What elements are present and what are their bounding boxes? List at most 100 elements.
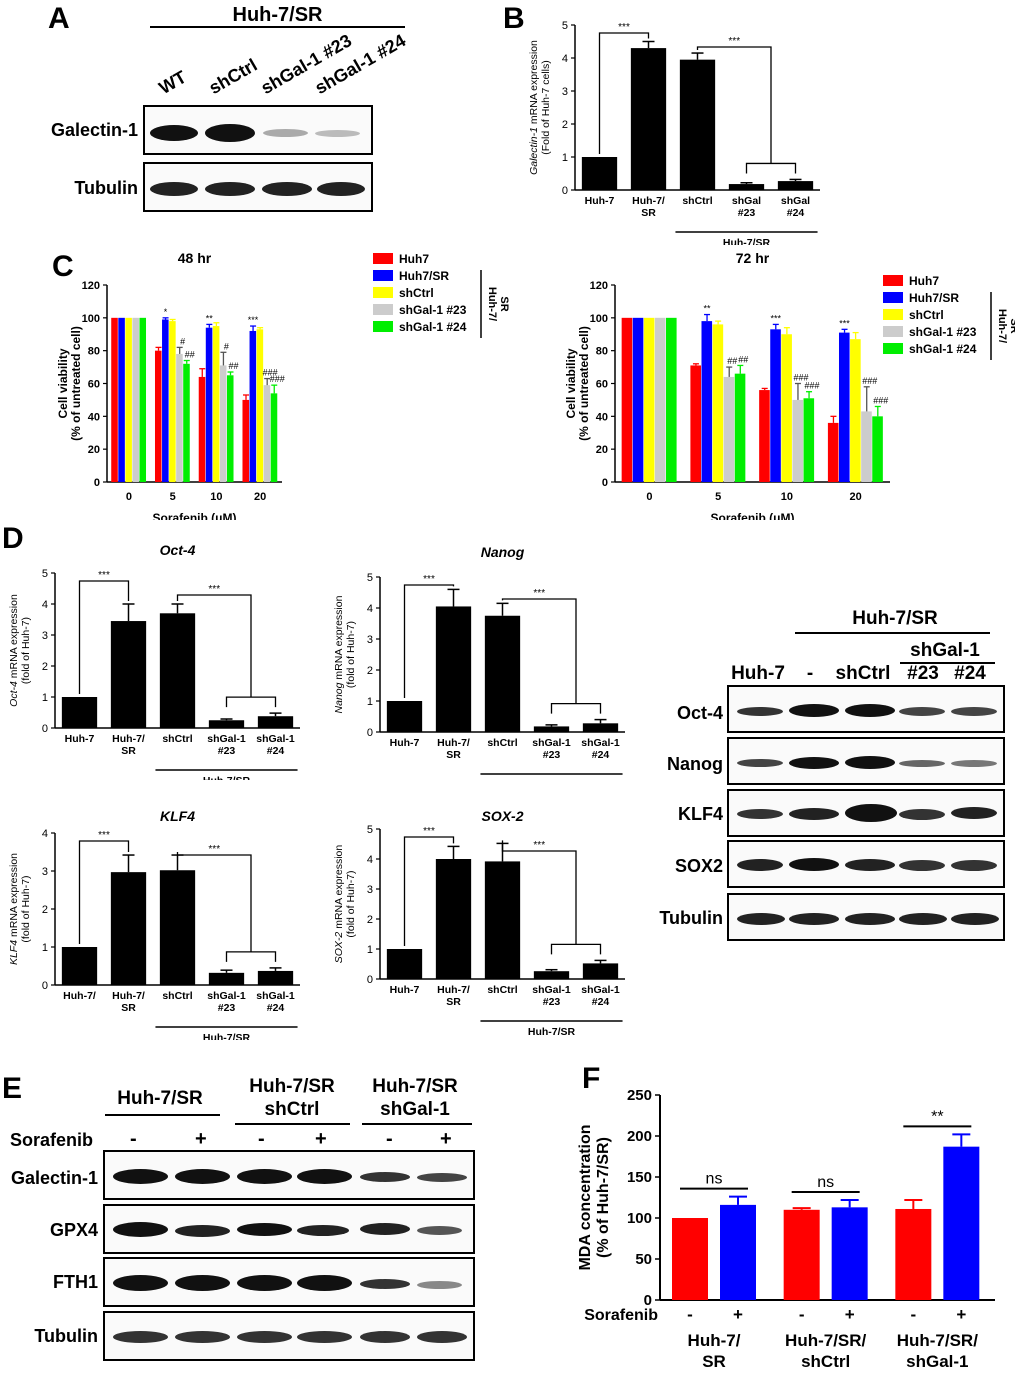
treatment-sign: + [315, 1128, 327, 1150]
treatment-sign: - [910, 1305, 916, 1324]
y-tick-label: 5 [562, 20, 568, 32]
legend-side-label: SR [498, 296, 510, 311]
chart-d-oct4: Oct-4 0 1 2 3 4 5 Oct-4 mRNA expression (fold of… [8, 542, 300, 780]
bar [581, 157, 618, 190]
blot-row-label: Tubulin [659, 908, 723, 928]
y-tick-label: 0 [367, 974, 373, 986]
sig-label: ### [805, 381, 820, 391]
lane-label: shCtrl [205, 54, 261, 99]
y-tick-label: 1 [562, 152, 568, 164]
bar [484, 615, 521, 732]
blot-subgroup-line [900, 662, 995, 664]
blot-nanog [727, 737, 1005, 785]
x-tick-label: shGal-1 [207, 990, 246, 1002]
sig-bracket [403, 584, 455, 698]
blot-lane-label: #24 [954, 663, 986, 684]
sig-label: ## [738, 354, 748, 364]
y-tick-label: 80 [88, 346, 100, 358]
bar [219, 365, 227, 482]
legend-swatch [373, 287, 393, 298]
bar [256, 329, 264, 482]
x-tick-label: shCtrl [682, 195, 712, 207]
x-tick-label: shGal-1 [207, 733, 246, 745]
blot-group-label-2: shCtrl [264, 1099, 320, 1120]
legend-label: shCtrl [399, 286, 434, 300]
y-tick-label: 200 [627, 1128, 652, 1145]
x-tick-label: #24 [267, 745, 285, 757]
bar [720, 1204, 756, 1300]
blot-group-label: Huh-7/SR [117, 1088, 203, 1109]
y-tick-label: 5 [367, 572, 373, 584]
sig-label: *** [208, 844, 220, 855]
bar [205, 327, 213, 482]
blot-row-label: Tubulin [34, 1326, 98, 1346]
x-tick-label: SR [446, 749, 461, 761]
y-tick-label: 0 [94, 477, 100, 489]
legend-label: Huh7 [909, 274, 939, 288]
sig-label: *** [423, 826, 435, 837]
bar [872, 416, 883, 482]
panel-a-group-line [150, 26, 405, 28]
bar [139, 317, 147, 482]
y-tick-label: 250 [627, 1087, 652, 1104]
bar [533, 971, 570, 979]
treatment-label: Sorafenib [584, 1307, 658, 1324]
sig-bracket [550, 702, 602, 714]
bar [654, 317, 666, 482]
sig-bracket [225, 696, 277, 708]
sig-bracket [78, 580, 130, 694]
bar [781, 334, 792, 482]
y-axis-label: MDA concentration [577, 1124, 594, 1270]
blot-row-label: FTH1 [53, 1272, 98, 1292]
group-label: Huh-7/SR/ [785, 1331, 867, 1350]
treatment-sign: - [799, 1305, 805, 1324]
bar [257, 716, 294, 728]
y-tick-label: 0 [367, 727, 373, 739]
x-tick-label: 0 [126, 491, 132, 503]
bar [212, 326, 220, 482]
bar [770, 329, 781, 482]
x-tick-label: 5 [170, 491, 176, 503]
chart-f: 0 50 100 150 200 250 MDA concentration (% of Hu… [577, 1087, 995, 1370]
group-label: shCtrl [801, 1352, 850, 1370]
sig-bracket [696, 46, 772, 164]
sig-bracket [745, 162, 797, 174]
panel-letter-a: A [48, 2, 70, 35]
y-tick-label: 2 [42, 904, 48, 916]
x-tick-label: shGal-1 [581, 737, 620, 749]
sig-label: *** [839, 318, 850, 328]
x-tick-label: Huh-7 [390, 984, 420, 996]
x-tick-label: Huh-7/ [632, 195, 665, 207]
bar [690, 365, 701, 482]
chart-b: 0 1 2 3 4 5 Galectin-1 mRNA expression (Fold of… [528, 20, 820, 245]
bar [630, 48, 667, 190]
bar [386, 701, 423, 732]
blot-tubulin [727, 893, 1005, 941]
panel-letter-c: C [52, 250, 74, 283]
blot-group-label-2: shGal-1 [380, 1099, 450, 1120]
lane-label: WT [155, 66, 190, 99]
y-tick-label: 2 [562, 119, 568, 131]
y-tick-label: 100 [627, 1210, 652, 1227]
sig-bracket [501, 840, 577, 945]
x-tick-label: shCtrl [487, 984, 517, 996]
panel-letter-e: E [2, 1072, 23, 1105]
legend-label: shGal-1 #24 [399, 320, 467, 334]
x-tick-label: shCtrl [162, 990, 192, 1002]
bar [712, 324, 724, 482]
legend-side-label: Huh-7/ [486, 287, 498, 321]
bar [792, 399, 804, 482]
y-tick-label: 5 [42, 568, 48, 580]
blot-row-label: Tubulin [74, 178, 138, 198]
y-axis-label: KLF4 mRNA expression [8, 853, 20, 965]
bar [154, 350, 162, 482]
blot-row-label: Oct-4 [676, 703, 723, 723]
chart-title: Nanog [481, 545, 525, 560]
panel-letter-b: B [503, 2, 525, 35]
legend-side-label: Huh-7/ [996, 309, 1008, 343]
x-tick-label: shGal-1 [532, 737, 571, 749]
y-tick-label: 50 [635, 1251, 652, 1268]
bar [226, 375, 234, 482]
